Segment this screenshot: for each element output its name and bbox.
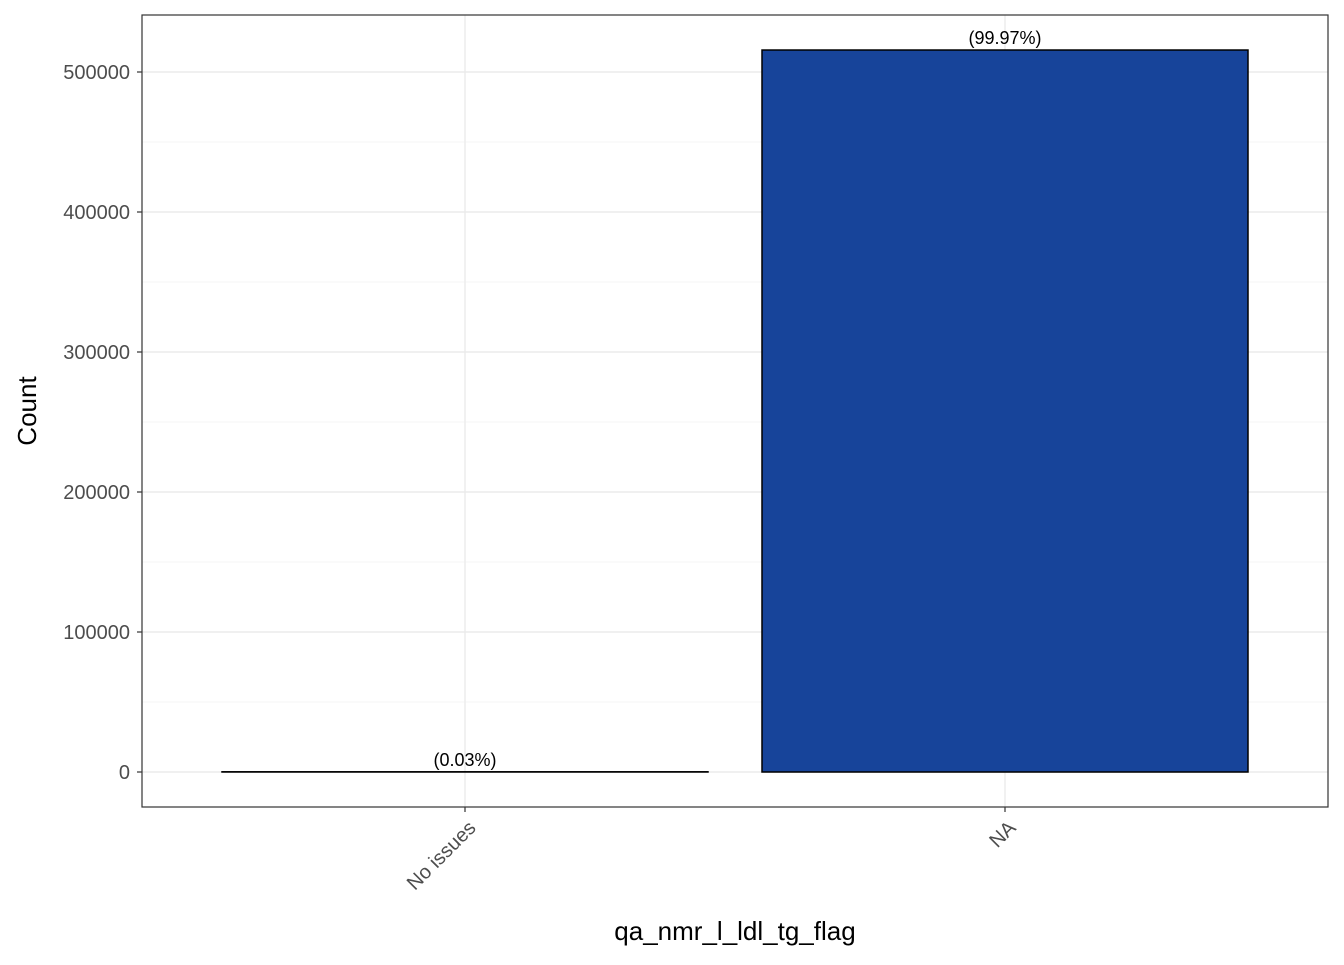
y-tick-label: 100000 <box>63 622 130 644</box>
y-tick-label: 400000 <box>63 202 130 224</box>
bar-na <box>762 50 1248 772</box>
x-tick-label: NA <box>985 817 1021 853</box>
x-tick-label: No issues <box>403 817 481 895</box>
y-tick-label: 200000 <box>63 482 130 504</box>
data-label: (99.97%) <box>968 28 1041 48</box>
y-tick-label: 300000 <box>63 342 130 364</box>
y-tick-label: 0 <box>119 762 130 784</box>
y-tick-label: 500000 <box>63 62 130 84</box>
data-label: (0.03%) <box>433 750 496 770</box>
bars <box>222 50 1248 772</box>
x-axis-title: qa_nmr_l_ldl_tg_flag <box>614 916 855 946</box>
x-axis: No issues NA <box>403 807 1021 895</box>
y-axis: 0 100000 200000 300000 400000 500000 <box>63 62 142 784</box>
y-axis-title: Count <box>12 376 42 446</box>
